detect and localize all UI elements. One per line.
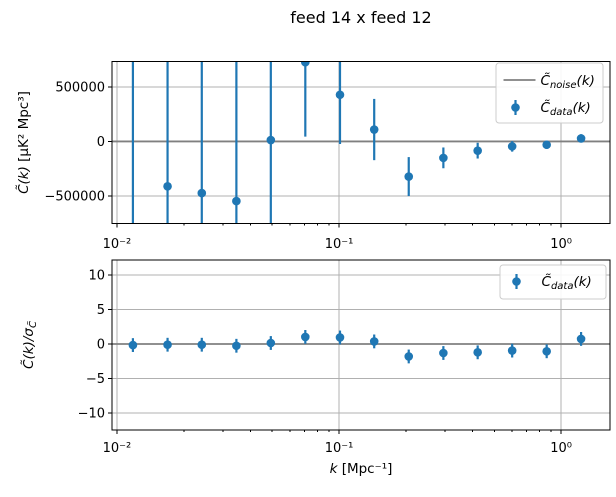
- legend-data-label: C̃data(k): [541, 100, 591, 118]
- data-point: [542, 346, 551, 356]
- data-point: [128, 340, 138, 350]
- top-plot: 10⁻² 10⁻¹ 10⁰ 500000 0 −500000: [44, 61, 611, 252]
- data-point: [301, 332, 310, 342]
- bottom-y-axis-label: C̃(k)/σC̃: [21, 320, 39, 369]
- legend-frame: [499, 264, 607, 300]
- y-tick-label: −10: [78, 407, 105, 422]
- y-tick-label: 0: [97, 135, 105, 150]
- legend-data-label: C̃data(k): [542, 274, 592, 292]
- data-point: [576, 134, 586, 143]
- x-tick-label: 10⁻¹: [325, 237, 354, 252]
- legend-frame: [495, 62, 604, 124]
- data-point: [439, 348, 448, 358]
- data-point: [369, 337, 379, 346]
- data-point: [335, 333, 345, 342]
- data-point: [197, 340, 207, 350]
- data-point: [369, 125, 379, 134]
- x-tick-label: 10⁻¹: [325, 441, 354, 456]
- x-tick-label: 10⁰: [550, 441, 572, 456]
- axes-frame: [111, 61, 611, 224]
- bottom-legend: C̃data(k): [499, 264, 607, 300]
- top-legend: C̃noise(k) C̃data(k): [495, 62, 604, 124]
- y-tick-label: −5: [86, 372, 105, 387]
- data-point: [266, 135, 276, 145]
- data-point: [576, 334, 586, 344]
- y-tick-label: 10: [88, 268, 105, 283]
- y-tick-label: 5: [97, 303, 105, 318]
- y-tick-label: 0: [97, 338, 105, 353]
- top-y-axis-label: C̃(k) [μK² Mpc³]: [16, 91, 32, 194]
- legend-marker-sample: [512, 277, 521, 286]
- x-tick-label: 10⁻²: [103, 441, 132, 456]
- data-point: [301, 61, 310, 67]
- data-point: [232, 196, 241, 206]
- data-point: [197, 188, 207, 198]
- y-tick-label: −500000: [44, 190, 105, 205]
- data-point: [507, 142, 517, 151]
- data-point: [507, 346, 517, 355]
- data-series: [131, 61, 586, 224]
- data-point: [335, 90, 345, 100]
- data-point: [404, 172, 414, 181]
- data-series: [128, 330, 586, 364]
- y-tick-label: 500000: [55, 80, 105, 95]
- data-point: [232, 341, 241, 351]
- axes-frame: [111, 259, 611, 431]
- legend-noise-label: C̃noise(k): [541, 73, 595, 91]
- x-axis-label: k [Mpc⁻¹]: [330, 461, 393, 477]
- data-point: [163, 182, 172, 191]
- data-point: [542, 140, 551, 150]
- x-tick-label: 10⁻²: [103, 237, 132, 252]
- legend-marker-sample: [511, 103, 520, 112]
- figure-title: feed 14 x feed 12: [290, 8, 431, 27]
- data-point: [266, 338, 276, 348]
- data-point: [473, 146, 482, 155]
- data-point: [439, 153, 448, 163]
- data-point: [473, 348, 482, 357]
- data-point: [404, 352, 414, 361]
- x-tick-label: 10⁰: [550, 237, 572, 252]
- data-point: [163, 340, 172, 350]
